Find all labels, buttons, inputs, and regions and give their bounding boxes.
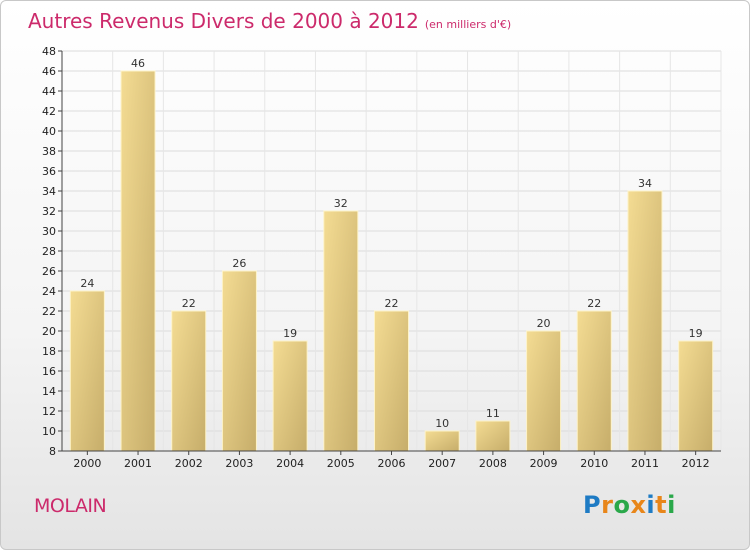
x-tick-label-2002: 2002 (175, 457, 203, 470)
logo-letter: o (613, 491, 631, 519)
bar-2012 (678, 340, 714, 452)
value-label-2001: 46 (131, 57, 145, 70)
value-label-2008: 11 (486, 407, 500, 420)
y-tick-label: 18 (42, 345, 56, 358)
logo-letter: r (601, 491, 614, 519)
x-tick-label-2000: 2000 (73, 457, 101, 470)
y-tick-label: 24 (42, 285, 56, 298)
y-tick-label: 28 (42, 245, 56, 258)
value-label-2000: 24 (80, 277, 94, 290)
bar-2006 (374, 310, 409, 452)
y-tick-label: 10 (42, 425, 56, 438)
y-tick-label: 40 (42, 125, 56, 138)
value-label-2003: 26 (232, 257, 246, 270)
x-tick-label-2007: 2007 (428, 457, 456, 470)
bar-2001 (120, 70, 156, 452)
bar-2007 (424, 430, 460, 452)
bar-2009 (526, 330, 562, 452)
y-tick-label: 20 (42, 325, 56, 338)
bar-2003 (221, 270, 257, 452)
chart-title-text: Autres Revenus Divers de 2000 à 2012 (28, 9, 419, 33)
x-tick-label-2010: 2010 (580, 457, 608, 470)
value-label-2006: 22 (385, 297, 399, 310)
logo-letter: x (630, 491, 647, 519)
bar-2000 (69, 290, 105, 452)
y-tick-label: 30 (42, 225, 56, 238)
x-tick-label-2004: 2004 (276, 457, 304, 470)
y-tick-label: 12 (42, 405, 56, 418)
bar-2010 (576, 310, 612, 452)
y-tick-label: 22 (42, 305, 56, 318)
logo-letter: i (667, 491, 676, 519)
y-tick-label: 36 (42, 165, 56, 178)
y-tick-label: 46 (42, 65, 56, 78)
chart-title: Autres Revenus Divers de 2000 à 2012 (en … (28, 9, 511, 33)
x-tick-label-2003: 2003 (225, 457, 253, 470)
x-tick-label-2008: 2008 (479, 457, 507, 470)
logo-letter: t (655, 491, 668, 519)
value-label-2010: 22 (587, 297, 601, 310)
bar-2011 (627, 190, 663, 452)
commune-name: MOLAIN (34, 495, 107, 517)
proxiti-logo[interactable]: Proxiti (583, 491, 676, 519)
value-label-2004: 19 (283, 327, 297, 340)
y-tick-label: 14 (42, 385, 56, 398)
x-tick-label-2009: 2009 (530, 457, 558, 470)
y-tick-label: 44 (42, 85, 56, 98)
value-label-2007: 10 (435, 417, 449, 430)
x-tick-label-2011: 2011 (631, 457, 659, 470)
y-tick-label: 38 (42, 145, 56, 158)
y-tick-label: 8 (49, 445, 56, 458)
y-tick-label: 48 (42, 45, 56, 58)
bar-2008 (475, 420, 511, 452)
bar-2004 (272, 340, 308, 452)
axis-layer: 8 10 12 14 16 18 20 22 24 26 28 30 32 34 36 38 40 42 44 46 4… (42, 45, 721, 470)
value-label-2012: 19 (689, 327, 703, 340)
y-tick-label: 26 (42, 265, 56, 278)
bar-layer: 24 46 22 26 19 32 22 10 11 20 22 34 19 (69, 57, 714, 452)
y-tick-label: 32 (42, 205, 56, 218)
value-label-2002: 22 (182, 297, 196, 310)
value-label-2011: 34 (638, 177, 652, 190)
value-label-2009: 20 (537, 317, 551, 330)
y-tick-label: 16 (42, 365, 56, 378)
chart-unit: (en milliers d'€) (424, 18, 512, 31)
bar-2005 (323, 210, 359, 452)
bar-2002 (171, 310, 207, 452)
x-tick-label-2005: 2005 (327, 457, 355, 470)
value-label-2005: 32 (334, 197, 348, 210)
x-tick-label-2001: 2001 (124, 457, 152, 470)
y-tick-label: 42 (42, 105, 56, 118)
x-tick-label-2012: 2012 (682, 457, 710, 470)
logo-letter: P (583, 491, 602, 519)
y-tick-label: 34 (42, 185, 56, 198)
x-tick-label-2006: 2006 (378, 457, 406, 470)
logo-letter: i (646, 491, 656, 519)
